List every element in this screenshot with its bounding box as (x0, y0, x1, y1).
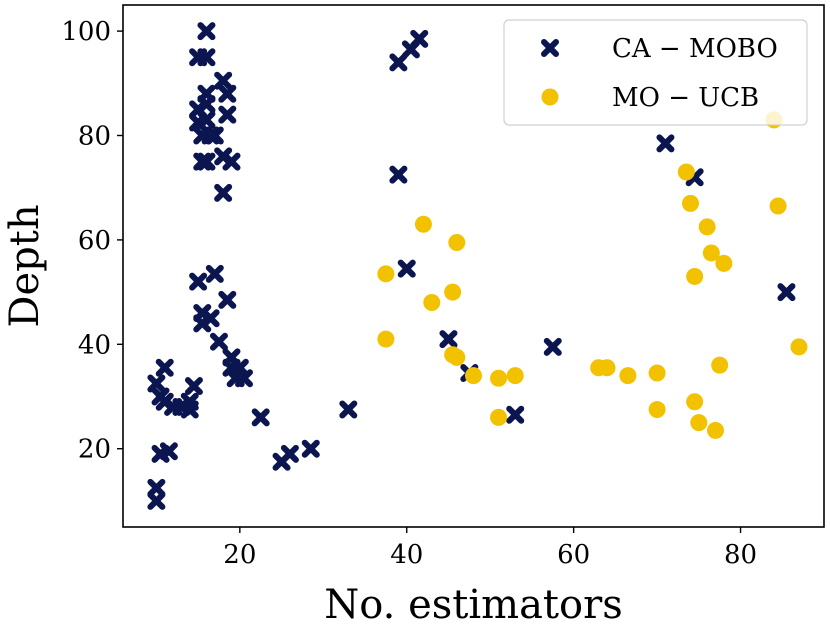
data-point-mo-ucb (490, 369, 508, 387)
data-point-mo-ucb (448, 234, 466, 252)
data-point-mo-ucb (690, 414, 708, 432)
data-point-mo-ucb (448, 348, 466, 366)
axis-ticks: 20 40 60 80 20 40 60 80 100 (61, 17, 757, 570)
plot-marks (147, 22, 808, 510)
data-point-ca-mobo (214, 183, 233, 202)
data-point-ca-mobo (397, 259, 416, 278)
data-point-ca-mobo (543, 337, 562, 356)
data-point-ca-mobo (280, 444, 299, 463)
data-point-ca-mobo (205, 264, 224, 283)
data-point-ca-mobo (389, 53, 408, 72)
data-point-ca-mobo (147, 491, 166, 510)
data-point-ca-mobo (222, 152, 241, 171)
legend-marker-ca-mobo (541, 39, 559, 57)
data-point-mo-ucb (598, 359, 616, 377)
data-point-ca-mobo (218, 105, 237, 124)
data-point-ca-mobo (184, 377, 203, 396)
y-tick-label: 80 (78, 122, 111, 152)
y-tick-label: 20 (78, 435, 111, 465)
data-point-ca-mobo (389, 165, 408, 184)
data-point-ca-mobo (205, 126, 224, 145)
series-ca-mobo (147, 22, 796, 510)
data-point-mo-ucb (414, 215, 432, 233)
data-point-ca-mobo (235, 369, 254, 388)
data-point-ca-mobo (155, 358, 174, 377)
data-point-ca-mobo (147, 478, 166, 497)
y-axis-title: Depth (2, 204, 48, 327)
data-point-ca-mobo (147, 374, 166, 393)
y-tick-label: 60 (78, 226, 111, 256)
data-point-ca-mobo (506, 405, 525, 424)
legend: CA − MOBO MO − UCB (503, 19, 808, 126)
legend-dot-marker (541, 88, 559, 106)
legend-label-mo-ucb: MO − UCB (612, 83, 759, 113)
y-tick-label: 40 (78, 330, 111, 360)
data-point-mo-ucb (444, 283, 462, 301)
data-point-ca-mobo (180, 392, 199, 411)
data-point-ca-mobo (197, 48, 216, 67)
data-point-mo-ucb (506, 367, 524, 385)
data-point-ca-mobo (159, 442, 178, 461)
data-point-mo-ucb (686, 267, 704, 285)
data-point-ca-mobo (197, 95, 216, 114)
data-point-mo-ucb (465, 367, 482, 385)
data-point-mo-ucb (677, 163, 695, 181)
data-point-mo-ucb (648, 401, 666, 419)
data-point-mo-ucb (619, 367, 637, 385)
x-tick-label: 20 (223, 540, 256, 570)
plot-frame (122, 4, 825, 528)
y-tick-label: 100 (61, 17, 111, 47)
data-point-ca-mobo (410, 29, 429, 48)
x-tick-label: 80 (724, 540, 757, 570)
data-point-mo-ucb (377, 265, 395, 283)
data-point-mo-ucb (711, 356, 729, 374)
data-point-ca-mobo (777, 283, 796, 302)
data-point-ca-mobo (339, 400, 358, 419)
data-point-ca-mobo (218, 84, 237, 103)
data-point-ca-mobo (656, 134, 675, 153)
series-mo-ucb (377, 111, 808, 439)
legend-box (503, 19, 808, 126)
data-point-ca-mobo (197, 22, 216, 41)
data-point-ca-mobo (197, 110, 216, 129)
data-point-ca-mobo (201, 309, 220, 328)
data-point-ca-mobo (209, 332, 228, 351)
data-point-mo-ucb (715, 254, 733, 272)
data-point-mo-ucb (686, 393, 704, 411)
x-axis-title: No. estimators (324, 582, 622, 624)
data-point-ca-mobo (189, 272, 208, 291)
data-point-mo-ucb (790, 338, 808, 356)
data-point-mo-ucb (702, 244, 720, 262)
data-point-mo-ucb (707, 421, 725, 439)
data-point-mo-ucb (698, 218, 716, 236)
data-point-mo-ucb (490, 408, 508, 426)
data-point-mo-ucb (648, 364, 666, 382)
legend-label-ca-mobo: CA − MOBO (612, 34, 778, 64)
data-point-mo-ucb (681, 194, 699, 212)
data-point-ca-mobo (251, 408, 270, 427)
data-point-mo-ucb (769, 197, 787, 215)
data-point-ca-mobo (214, 71, 233, 90)
legend-marker-mo-ucb (541, 88, 559, 106)
x-tick-label: 40 (390, 540, 423, 570)
x-tick-label: 60 (557, 540, 590, 570)
data-point-ca-mobo (218, 290, 237, 309)
data-point-mo-ucb (423, 294, 441, 312)
legend-x-marker (541, 39, 559, 57)
data-point-ca-mobo (197, 152, 216, 171)
data-point-mo-ucb (377, 330, 395, 348)
data-point-ca-mobo (439, 330, 458, 349)
data-point-ca-mobo (301, 439, 320, 458)
